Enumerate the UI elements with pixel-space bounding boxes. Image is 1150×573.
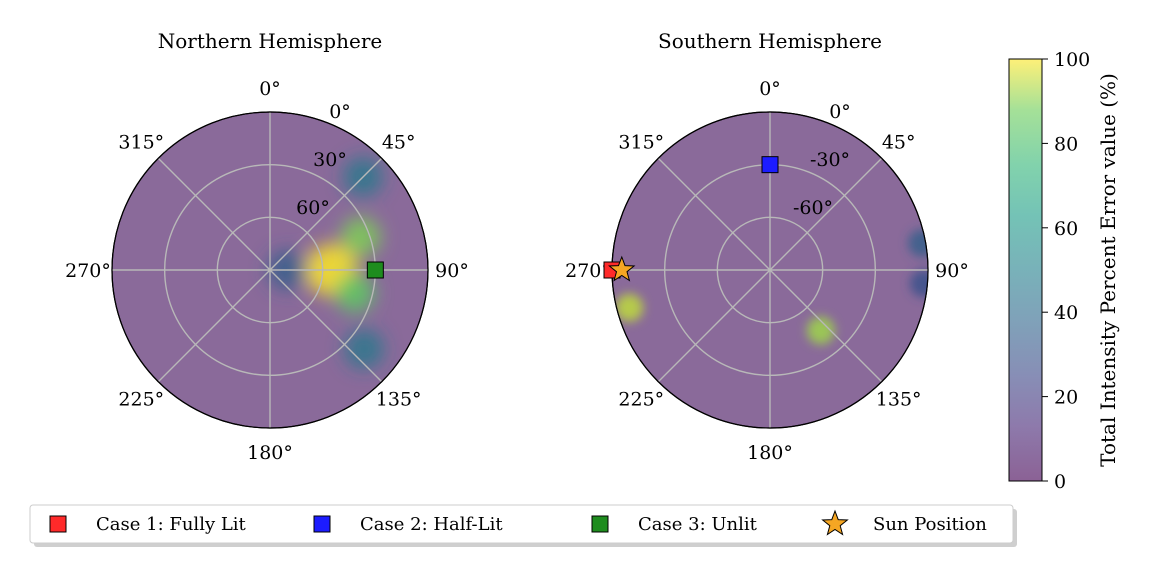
heat-spot <box>615 293 644 322</box>
southern-hemisphere-panel: Southern Hemisphere 0° 45° 90° 135° 180° 225°… <box>565 29 969 464</box>
heat-spot <box>909 269 928 298</box>
legend-frame <box>29 504 1014 544</box>
heat-spot <box>334 272 375 313</box>
legend-label: Sun Position <box>873 514 987 535</box>
colorbar-gradient <box>1009 59 1042 481</box>
azimuth-tick-label: 180° <box>747 442 793 464</box>
radial-tick-label: 0° <box>829 101 851 123</box>
legend-label: Case 1: Fully Lit <box>96 514 247 535</box>
azimuth-tick-label: 315° <box>618 131 664 153</box>
colorbar-tick-label: 80 <box>1054 133 1078 155</box>
legend-square-swatch <box>49 515 67 533</box>
colorbar-label: Total Intensity Percent Error value (%) <box>1096 73 1120 467</box>
legend-label: Case 2: Half-Lit <box>360 514 503 535</box>
radial-tick-label: 0° <box>329 101 351 123</box>
northern-hemisphere-panel: Northern Hemisphere 0° 45° 90° 135° 180° 225°… <box>65 29 469 464</box>
azimuth-tick-label: 45° <box>882 131 916 153</box>
legend-square-swatch <box>591 515 609 533</box>
azimuth-tick-label: 180° <box>247 442 293 464</box>
panel-title: Southern Hemisphere <box>658 29 882 53</box>
grid-spoke <box>769 269 883 383</box>
azimuth-tick-label: 225° <box>118 389 164 411</box>
azimuth-tick-label: 90° <box>935 260 969 282</box>
legend-star-swatch <box>821 509 849 536</box>
azimuth-tick-label: 225° <box>618 389 664 411</box>
azimuth-tick-label: 270° <box>565 260 611 282</box>
grid-spoke <box>657 269 771 383</box>
legend: Case 1: Fully Lit Case 2: Half-Lit Case 3:… <box>29 504 1017 547</box>
colorbar-tick-label: 100 <box>1054 49 1090 71</box>
legend-label: Case 3: Unlit <box>638 514 758 535</box>
heatmap-layer <box>112 112 428 428</box>
azimuth-tick-label: 90° <box>435 260 469 282</box>
colorbar: 0 20 40 60 80 100 Total Intensity Percent Err… <box>1008 49 1120 493</box>
polar-frame <box>111 111 429 429</box>
grid-spoke <box>769 157 883 271</box>
grid-spoke <box>269 157 383 271</box>
case-marker <box>366 261 384 279</box>
sun-position-marker <box>608 255 636 282</box>
colorbar-tick-label: 60 <box>1054 218 1078 240</box>
azimuth-tick-label: 135° <box>376 389 422 411</box>
polar-grid <box>112 112 428 428</box>
azimuth-tick-label: 135° <box>876 389 922 411</box>
heat-spot <box>806 316 835 345</box>
case-marker <box>761 156 779 174</box>
heat-spot <box>340 216 381 257</box>
azimuth-tick-label: 0° <box>759 78 781 100</box>
polar-grid <box>612 112 928 428</box>
legend-square-swatch <box>313 515 331 533</box>
radial-tick-label: -30° <box>810 149 850 171</box>
radial-tick-label: 60° <box>296 197 330 219</box>
colorbar-tick-label: 0 <box>1054 471 1066 493</box>
colorbar-tick-label: 40 <box>1054 302 1078 324</box>
grid-spoke <box>269 269 383 383</box>
heatmap-layer <box>612 112 928 428</box>
grid-spoke <box>657 157 771 271</box>
azimuth-tick-label: 270° <box>65 260 111 282</box>
radial-tick-label: 30° <box>313 149 347 171</box>
azimuth-tick-label: 0° <box>259 78 281 100</box>
heat-spot <box>908 229 928 258</box>
azimuth-tick-label: 315° <box>118 131 164 153</box>
grid-spoke <box>157 157 271 271</box>
azimuth-tick-label: 45° <box>382 131 416 153</box>
colorbar-frame <box>1008 58 1043 482</box>
radial-tick-label: -60° <box>793 197 833 219</box>
colorbar-tick-label: 20 <box>1054 387 1078 409</box>
heat-spot <box>344 328 385 369</box>
grid-spoke <box>157 269 271 383</box>
panel-title: Northern Hemisphere <box>158 29 382 53</box>
